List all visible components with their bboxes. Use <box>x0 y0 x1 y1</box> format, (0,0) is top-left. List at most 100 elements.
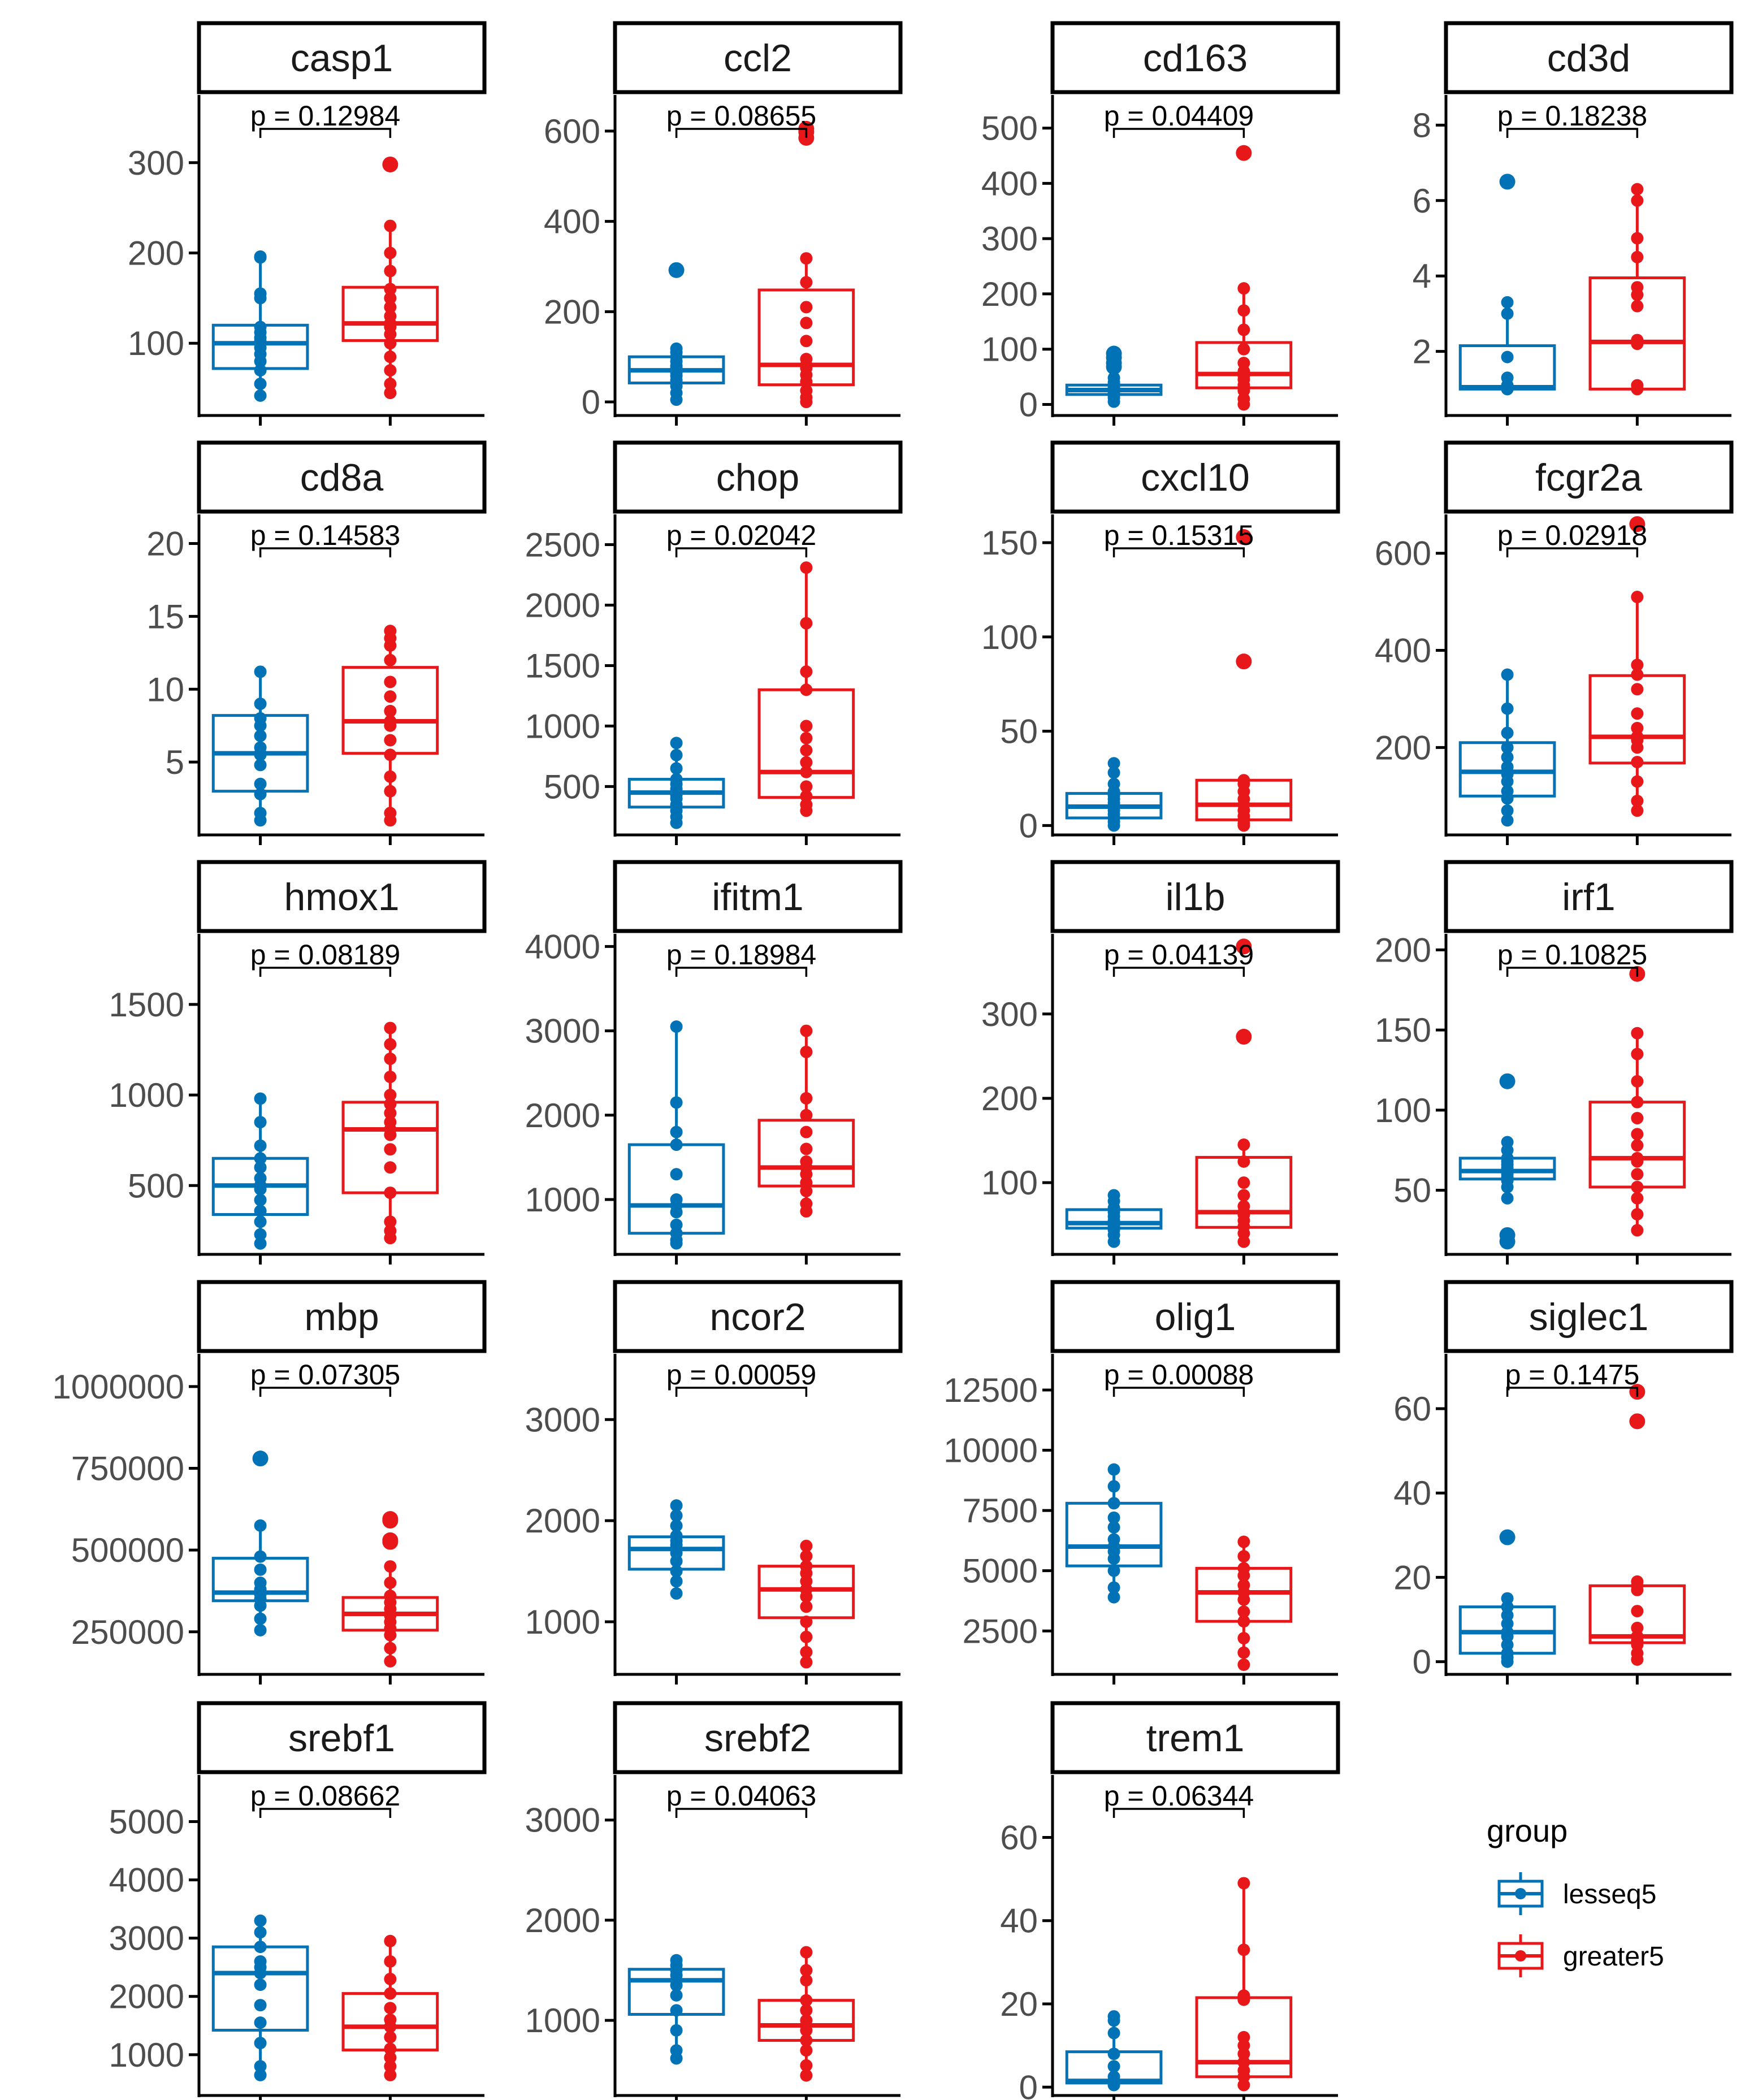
panel-irf1: irf1 50 100 150 200 p = 0.10825 <box>1375 860 1734 1265</box>
box-lesseq5 <box>211 1914 309 2081</box>
data-point <box>384 653 397 666</box>
data-point <box>1501 1192 1514 1205</box>
box-lesseq5 <box>1065 757 1163 832</box>
data-point <box>384 1143 397 1156</box>
data-point <box>1631 250 1644 263</box>
panel-strip <box>613 1280 903 1353</box>
significance-bracket <box>1112 1808 1245 1818</box>
p-value-label: p = 0.04409 <box>1104 100 1254 132</box>
data-point <box>800 353 813 366</box>
y-tick-label: 400 <box>981 164 1038 202</box>
data-point <box>1631 683 1644 696</box>
box-greater5 <box>1588 1384 1686 1666</box>
data-point <box>670 1587 683 1600</box>
data-point <box>254 1623 267 1636</box>
y-tick-label: 200 <box>1375 931 1431 969</box>
data-point <box>1631 281 1644 294</box>
panel-strip <box>197 1280 487 1353</box>
outlier-point <box>1629 516 1646 532</box>
data-point <box>254 250 267 263</box>
panel-strip <box>1050 860 1340 933</box>
data-point <box>384 785 397 798</box>
data-point <box>1107 1497 1120 1510</box>
outlier-point <box>382 156 399 172</box>
data-point <box>254 1999 267 2012</box>
data-point <box>384 2060 397 2073</box>
p-value-label: p = 0.1475 <box>1505 1359 1640 1391</box>
box-greater5 <box>341 1511 439 1668</box>
data-point <box>1631 668 1644 681</box>
y-tick-label: 600 <box>1375 535 1431 573</box>
panel-ifitm1: ifitm1 1000 2000 3000 4000 p = 0.18984 <box>525 860 903 1265</box>
panel-strip <box>1050 1280 1340 1353</box>
data-point <box>1631 1027 1644 1040</box>
data-point <box>384 1577 397 1589</box>
data-point <box>1631 1139 1644 1152</box>
data-point <box>254 2037 267 2050</box>
data-point <box>1237 1155 1250 1168</box>
data-point <box>800 617 813 630</box>
data-point <box>384 770 397 783</box>
panel-strip <box>197 1701 487 1774</box>
data-point <box>254 1172 267 1185</box>
y-tick-label: 300 <box>981 220 1038 258</box>
data-point <box>1501 751 1514 764</box>
panel-title: il1b <box>1166 876 1226 919</box>
y-tick-label: 500 <box>981 110 1038 148</box>
panel-il1b: il1b 100 200 300 p = 0.04139 <box>981 860 1340 1265</box>
significance-bracket <box>1112 547 1245 557</box>
p-value-label: p = 0.08662 <box>250 1780 401 1812</box>
data-point <box>254 1978 267 1991</box>
y-tick-label: 2500 <box>525 526 600 564</box>
data-point <box>254 364 267 377</box>
data-point <box>670 2004 683 2017</box>
data-point <box>800 561 813 574</box>
panel-title: siglec1 <box>1529 1296 1649 1339</box>
panel-strip <box>613 1701 903 1774</box>
y-tick-label: 10000 <box>943 1432 1038 1470</box>
outlier-point <box>1629 1413 1646 1430</box>
data-point <box>254 1215 267 1228</box>
data-point <box>1631 730 1644 743</box>
y-tick-label: 20 <box>1393 1558 1431 1596</box>
panel-trem1: trem1 0 20 40 60 p = 0.06344 <box>1000 1701 1340 2100</box>
panel-strip <box>613 860 903 933</box>
box-lesseq5 <box>1065 1463 1163 1604</box>
box-greater5 <box>341 1934 439 2081</box>
panel-strip <box>1444 21 1734 94</box>
data-point <box>1631 707 1644 720</box>
data-point <box>1631 722 1644 734</box>
p-value-label: p = 0.08655 <box>666 100 817 132</box>
data-point <box>1501 785 1514 798</box>
y-tick-label: 50 <box>1000 713 1038 751</box>
data-point <box>1237 1550 1250 1563</box>
data-point <box>384 378 397 391</box>
legend-item-lesseq5: lesseq5 <box>1497 1872 1656 1915</box>
box-lesseq5 <box>627 1499 725 1600</box>
box-lesseq5 <box>627 737 725 829</box>
data-point <box>1107 2010 1120 2023</box>
data-point <box>800 1109 813 1122</box>
significance-bracket <box>259 967 392 977</box>
data-point <box>254 698 267 711</box>
y-tick-label: 2500 <box>963 1612 1038 1650</box>
data-point <box>800 744 813 757</box>
significance-bracket <box>1506 967 1639 977</box>
data-point <box>1631 591 1644 604</box>
box-greater5 <box>757 120 855 409</box>
p-value-label: p = 0.18984 <box>666 939 817 971</box>
data-point <box>800 1092 813 1105</box>
data-point <box>384 337 397 350</box>
data-point <box>800 720 813 733</box>
data-point <box>254 1152 267 1165</box>
y-tick-label: 5000 <box>109 1803 184 1841</box>
y-tick-label: 10 <box>146 670 184 708</box>
data-point <box>1631 1575 1644 1588</box>
data-point <box>800 1142 813 1155</box>
y-tick-label: 250000 <box>71 1613 184 1651</box>
data-point <box>1237 1189 1250 1202</box>
data-point <box>1501 741 1514 754</box>
data-point <box>800 1197 813 1210</box>
outlier-point <box>382 1511 399 1527</box>
